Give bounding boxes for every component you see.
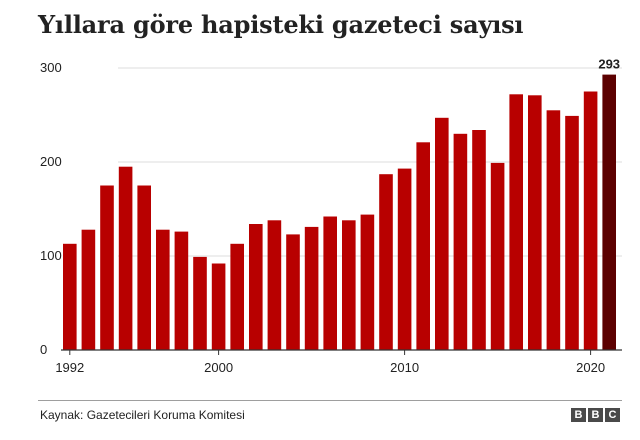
bar-2003 [267, 220, 282, 350]
bar-2009 [379, 174, 393, 350]
x-tick-label-2020: 2020 [576, 360, 605, 375]
data-label-2021: 293 [598, 57, 620, 72]
bar-2004 [286, 234, 300, 350]
bar-2001 [230, 243, 244, 350]
bar-1992 [63, 243, 77, 350]
bar-2021 [602, 74, 616, 350]
footer-divider [38, 400, 622, 401]
bar-2014 [472, 130, 486, 350]
x-tick-label-2000: 2000 [204, 360, 233, 375]
bar-2010 [397, 168, 412, 350]
y-tick-label-200: 200 [40, 154, 62, 169]
bar-1995 [118, 166, 133, 350]
bar-1999 [193, 256, 207, 350]
bar-2020 [583, 91, 598, 350]
x-tick-label-1992: 1992 [55, 360, 84, 375]
bar-2000 [211, 263, 226, 350]
bar-2002 [249, 224, 263, 350]
logo-letter-c: C [605, 408, 620, 422]
bar-2012 [435, 117, 449, 350]
bar-2013 [453, 133, 468, 350]
bar-1996 [137, 185, 151, 350]
bar-1993 [81, 229, 96, 350]
bar-2019 [565, 115, 579, 351]
x-tick-label-2010: 2010 [390, 360, 419, 375]
chart-title: Yıllara göre hapisteki gazeteci sayısı [38, 10, 524, 39]
bar-2015 [490, 162, 505, 350]
bar-1998 [174, 231, 189, 350]
y-tick-label-300: 300 [40, 60, 62, 75]
logo-letter-b2: B [588, 408, 603, 422]
bar-2011 [416, 142, 430, 350]
bar-2008 [360, 214, 375, 350]
bar-2005 [304, 226, 319, 350]
bar-2006 [323, 216, 337, 350]
y-tick-label-0: 0 [40, 342, 47, 357]
y-tick-label-100: 100 [40, 248, 62, 263]
bbc-logo: B B C [571, 408, 620, 422]
bar-2007 [342, 220, 356, 350]
bar-1997 [156, 229, 170, 350]
bar-1994 [100, 185, 114, 350]
bar-2017 [528, 95, 542, 350]
bar-2018 [546, 110, 561, 350]
logo-letter-b1: B [571, 408, 586, 422]
bar-2016 [509, 94, 523, 350]
bar-chart: 0 100 200 300 1992 2000 2010 2020 293 [40, 57, 622, 375]
source-text: Kaynak: Gazetecileri Koruma Komitesi [40, 408, 245, 422]
